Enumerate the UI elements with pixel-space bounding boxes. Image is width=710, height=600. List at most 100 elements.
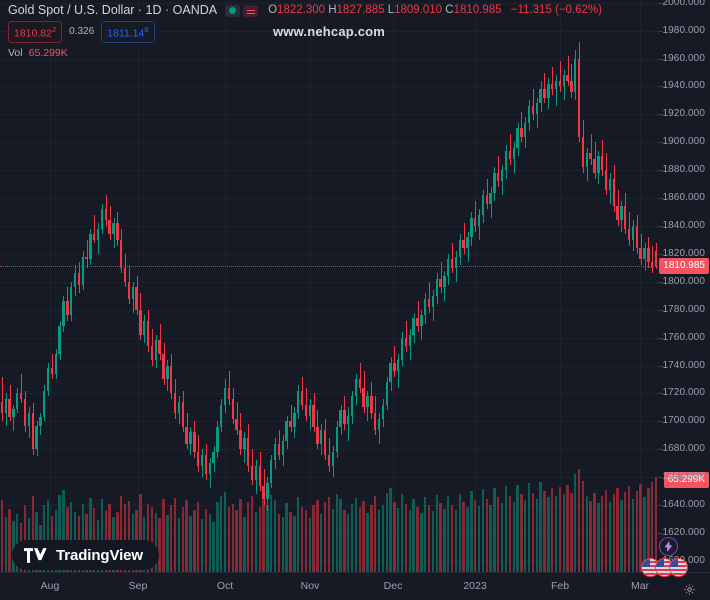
volume-bar — [316, 500, 319, 572]
symbol-title[interactable]: Gold Spot / U.S. Dollar · 1D · OANDA — [8, 3, 218, 17]
volume-bar — [150, 507, 154, 572]
volume-bar — [581, 481, 585, 572]
tradingview-badge[interactable]: TradingView — [12, 540, 159, 570]
volume-bar — [366, 513, 369, 572]
high-value: 1827.885 — [336, 4, 385, 16]
candle-body — [170, 365, 173, 394]
candle-body — [500, 170, 504, 182]
gear-icon[interactable] — [683, 583, 696, 596]
volume-bar — [239, 499, 242, 572]
price-tick-mark — [658, 477, 663, 479]
volume-bar — [0, 500, 4, 572]
candle-wick — [348, 407, 349, 441]
volume-bar — [320, 514, 323, 572]
volume-bar — [277, 514, 281, 572]
candle-body — [239, 429, 242, 450]
us-flag-icon[interactable] — [669, 558, 688, 577]
candle-body — [120, 239, 123, 268]
candle-body — [489, 192, 492, 204]
candle-body — [123, 267, 127, 282]
volume-bar — [266, 505, 269, 572]
price-tick-label: 1840.000 — [662, 220, 705, 231]
candle-body — [277, 443, 281, 455]
price-tick-label: 1680.000 — [662, 443, 705, 455]
volume-bar — [654, 477, 658, 572]
candle-body — [323, 429, 327, 455]
market-status-icon[interactable] — [225, 4, 241, 17]
candle-wick — [556, 75, 557, 107]
candle-body — [69, 287, 73, 316]
candle-wick — [406, 320, 407, 352]
candle-body — [520, 128, 523, 137]
candle-body — [193, 432, 196, 453]
candle-body — [212, 452, 215, 464]
candle-body — [347, 415, 350, 425]
candle-body — [139, 309, 142, 335]
candle-body — [474, 217, 477, 226]
volume-bar — [58, 495, 61, 572]
gridline — [0, 59, 658, 60]
time-axis[interactable]: Aug Sep Oct Nov Dec 2023 Feb Mar — [0, 572, 710, 600]
price-tick-label: 1920.000 — [662, 108, 705, 120]
candle-body — [39, 417, 42, 426]
volume-bar — [347, 514, 350, 572]
volume-bar — [166, 514, 169, 572]
candle-body — [585, 153, 588, 168]
volume-bar — [185, 500, 188, 572]
candle-body — [639, 248, 642, 260]
volume-bar — [350, 503, 354, 572]
volume-bar — [200, 519, 204, 572]
candle-body — [0, 401, 4, 413]
bid-price-pill[interactable]: 1810.822 — [8, 21, 63, 43]
candle-wick — [521, 111, 522, 143]
candle-body — [223, 387, 227, 405]
candle-wick — [510, 133, 511, 165]
candle-wick — [87, 239, 88, 268]
ask-price-pill[interactable]: 1811.148 — [101, 21, 155, 43]
candle-body — [320, 429, 323, 444]
gridline — [0, 142, 658, 143]
price-tick-label: 1740.000 — [662, 359, 705, 371]
candle-body — [450, 259, 454, 268]
chart-plot-area[interactable] — [0, 0, 658, 572]
candle-body — [131, 287, 134, 299]
candle-body — [85, 256, 88, 260]
candle-body — [350, 396, 354, 416]
price-tick-mark — [658, 170, 663, 172]
gridline — [640, 0, 641, 572]
volume-bar — [146, 503, 150, 572]
candle-body — [220, 404, 223, 427]
candle-body — [466, 237, 469, 249]
volume-bar — [258, 507, 261, 572]
series-style-icon[interactable] — [243, 4, 259, 17]
candle-body — [354, 379, 358, 397]
candle-wick — [429, 281, 430, 313]
tradingview-name: TradingView — [56, 546, 143, 564]
volume-bar — [285, 503, 288, 572]
candle-body — [266, 482, 269, 500]
volume-bar — [608, 501, 612, 572]
lightning-bolt-icon[interactable] — [659, 537, 678, 556]
gridline — [0, 477, 658, 478]
gridline — [0, 338, 658, 339]
price-tick-mark — [658, 114, 663, 116]
volume-bar — [377, 510, 381, 572]
volume-bar — [120, 495, 123, 572]
volume-bar — [539, 481, 542, 572]
volume-bar — [635, 490, 639, 572]
candle-body — [620, 206, 623, 221]
candle-body — [589, 153, 592, 160]
price-tick-mark — [658, 449, 663, 451]
candle-body — [393, 362, 396, 372]
gridline — [0, 393, 658, 394]
gridline — [0, 366, 658, 367]
legend-volume-row[interactable]: Vol 65.299K — [8, 47, 602, 60]
us-flag-group[interactable] — [641, 558, 688, 577]
volume-bar — [631, 498, 635, 572]
price-axis[interactable]: 1810.985 65.299K 2000.000 1980.000 1960.00… — [658, 0, 710, 572]
candle-body — [189, 432, 192, 444]
candle-body — [258, 465, 261, 486]
volume-bar — [558, 486, 562, 572]
volume-bar — [308, 518, 311, 572]
candle-body — [397, 359, 400, 372]
